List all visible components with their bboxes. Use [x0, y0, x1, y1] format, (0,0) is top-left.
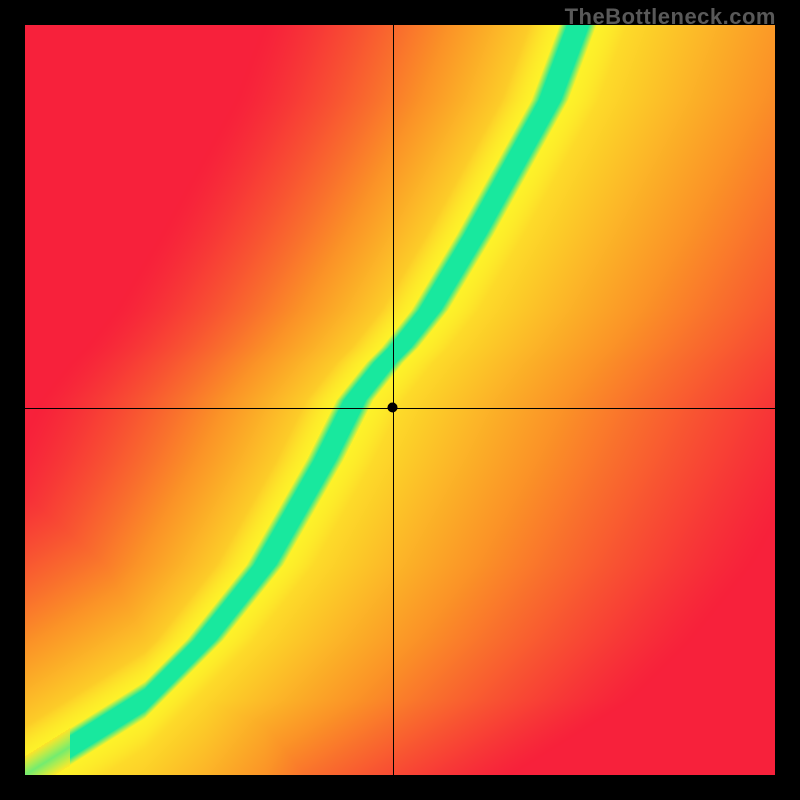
watermark-text: TheBottleneck.com	[565, 4, 776, 30]
bottleneck-heatmap	[0, 0, 800, 800]
